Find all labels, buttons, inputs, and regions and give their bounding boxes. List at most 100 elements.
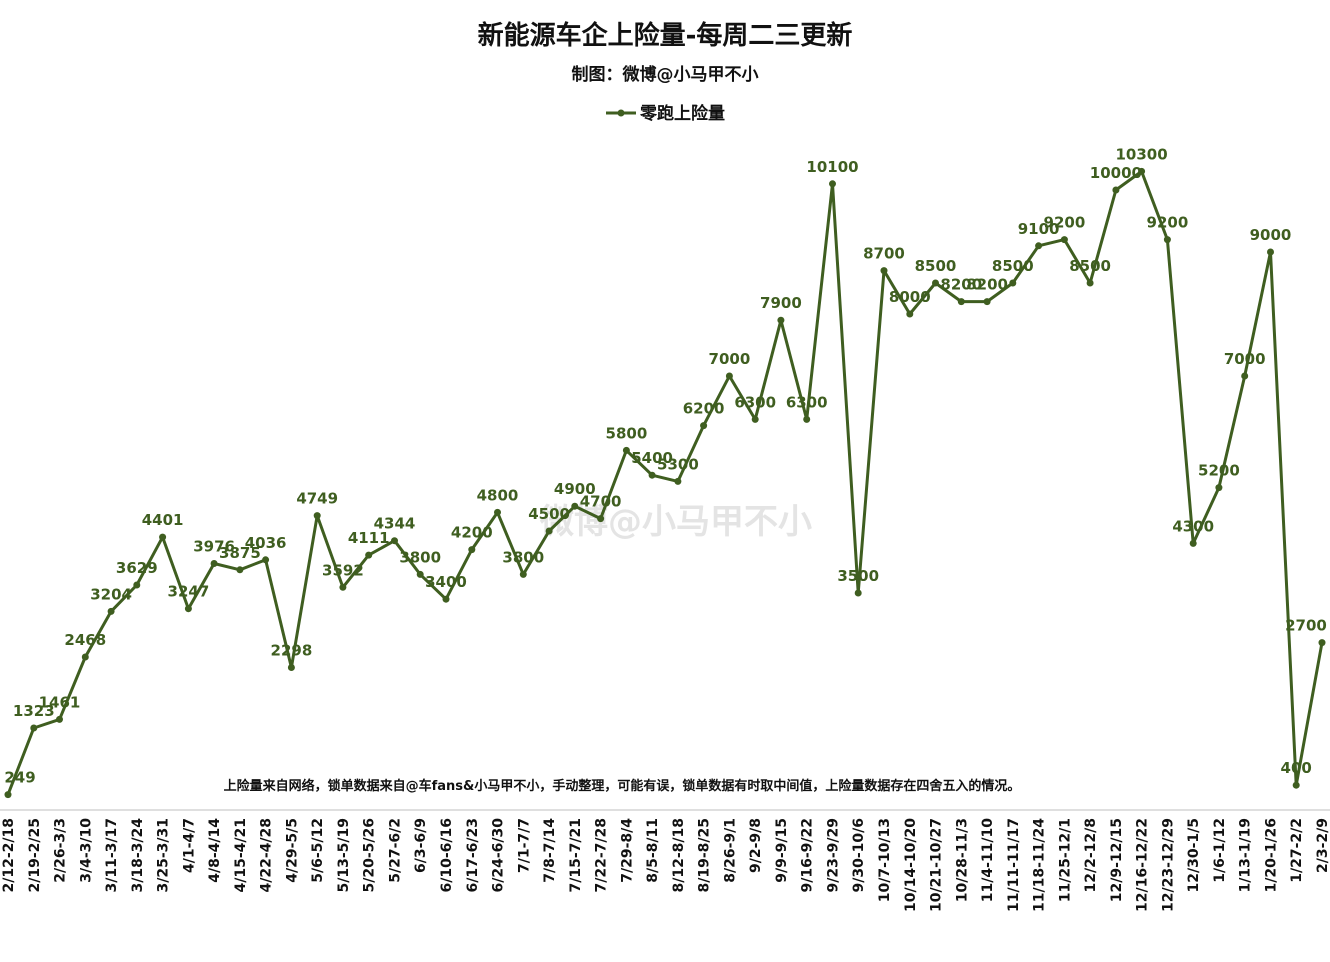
data-point bbox=[416, 570, 424, 578]
data-label: 2298 bbox=[271, 642, 313, 660]
x-tick-label: 8/5-8/11 bbox=[645, 818, 661, 883]
x-tick-label: 8/12-8/18 bbox=[671, 818, 687, 892]
x-tick-label: 12/2-12/8 bbox=[1083, 818, 1099, 892]
data-label: 6300 bbox=[734, 393, 776, 411]
data-label: 3629 bbox=[116, 559, 158, 577]
data-label: 3800 bbox=[502, 548, 544, 566]
data-label: 10300 bbox=[1116, 145, 1168, 163]
data-label: 9200 bbox=[1147, 214, 1189, 232]
x-tick-label: 12/16-12/22 bbox=[1135, 818, 1151, 912]
data-label: 8200 bbox=[940, 276, 982, 294]
data-point bbox=[287, 664, 295, 671]
data-label: 8500 bbox=[992, 257, 1034, 275]
x-tick-label: 9/16-9/22 bbox=[800, 818, 816, 892]
data-label: 8500 bbox=[915, 257, 957, 275]
data-point bbox=[262, 556, 270, 564]
data-label: 4300 bbox=[1172, 517, 1214, 535]
x-tick-label: 8/19-8/25 bbox=[697, 818, 713, 892]
data-label: 10000 bbox=[1090, 164, 1142, 182]
x-tick-label: 6/10-6/16 bbox=[439, 818, 455, 892]
x-tick-label: 4/1-4/7 bbox=[181, 818, 197, 873]
data-label: 4200 bbox=[451, 524, 493, 542]
data-label: 3204 bbox=[90, 585, 132, 603]
data-label: 8700 bbox=[863, 245, 905, 263]
x-tick-label: 7/22-7/28 bbox=[594, 818, 610, 892]
x-tick-label: 10/7-10/13 bbox=[877, 818, 893, 902]
data-label: 4111 bbox=[348, 529, 390, 547]
x-tick-label: 3/25-3/31 bbox=[156, 818, 172, 892]
x-tick-label: 7/29-8/4 bbox=[619, 818, 635, 883]
data-point bbox=[1086, 279, 1094, 287]
data-point bbox=[365, 551, 373, 559]
data-point bbox=[1138, 167, 1146, 175]
data-point bbox=[880, 267, 888, 275]
data-point bbox=[468, 546, 476, 554]
data-point bbox=[700, 422, 708, 430]
data-label: 1323 bbox=[13, 702, 55, 720]
x-tick-label: 4/15-4/21 bbox=[233, 818, 249, 892]
x-tick-label: 2/19-2/25 bbox=[27, 818, 43, 892]
legend-label: 零跑上险量 bbox=[639, 103, 725, 124]
data-point bbox=[1112, 186, 1120, 194]
data-label: 8200 bbox=[966, 276, 1008, 294]
x-tick-label: 1/13-1/19 bbox=[1238, 818, 1254, 892]
data-label: 6200 bbox=[683, 400, 725, 418]
x-tick-label: 7/15-7/21 bbox=[568, 818, 584, 892]
x-tick-label: 2/3-2/9 bbox=[1315, 818, 1330, 873]
x-tick-label: 1/27-2/2 bbox=[1289, 818, 1305, 883]
x-tick-label: 1/20-1/26 bbox=[1264, 818, 1280, 892]
data-point bbox=[597, 515, 605, 523]
x-tick-label: 9/2-9/8 bbox=[748, 818, 764, 873]
data-point bbox=[1292, 781, 1300, 789]
data-point bbox=[519, 570, 527, 578]
data-point bbox=[777, 316, 785, 324]
data-label: 4344 bbox=[374, 515, 416, 533]
x-tick-label: 10/14-10/20 bbox=[903, 818, 919, 912]
data-label: 3800 bbox=[399, 548, 441, 566]
data-label: 4500 bbox=[528, 505, 570, 523]
data-point bbox=[1163, 236, 1171, 244]
data-point bbox=[545, 527, 553, 535]
data-label: 5400 bbox=[631, 449, 673, 467]
x-tick-label: 3/4-3/10 bbox=[78, 818, 94, 883]
data-point bbox=[622, 446, 630, 454]
x-tick-label: 11/25-12/1 bbox=[1057, 818, 1073, 902]
data-label: 5300 bbox=[657, 455, 699, 473]
data-point bbox=[494, 508, 501, 516]
data-label: 4900 bbox=[554, 480, 596, 498]
data-label: 3875 bbox=[219, 544, 261, 562]
data-point bbox=[30, 724, 38, 732]
data-label: 3247 bbox=[168, 583, 210, 601]
x-tick-label: 12/9-12/15 bbox=[1109, 818, 1125, 902]
x-tick-label: 5/27-6/2 bbox=[388, 818, 404, 883]
data-point bbox=[906, 310, 914, 318]
x-tick-label: 3/18-3/24 bbox=[130, 818, 146, 893]
data-label: 2700 bbox=[1285, 617, 1327, 635]
x-tick-label: 7/1-7/7 bbox=[516, 818, 532, 873]
data-label: 4749 bbox=[296, 490, 338, 508]
data-label: 8000 bbox=[889, 288, 931, 306]
data-point bbox=[725, 372, 733, 380]
x-tick-label: 5/20-5/26 bbox=[362, 818, 378, 892]
data-label: 3592 bbox=[322, 561, 364, 579]
data-point bbox=[1215, 484, 1223, 492]
data-point bbox=[107, 607, 115, 615]
data-label: 400 bbox=[1281, 759, 1312, 777]
series-line-group bbox=[4, 167, 1326, 799]
data-point bbox=[803, 415, 811, 423]
data-labels: 2491323146124683204362944013247397638754… bbox=[4, 145, 1327, 786]
x-tick-label: 10/28-11/3 bbox=[954, 818, 970, 902]
data-point bbox=[751, 415, 759, 423]
data-point bbox=[674, 477, 682, 485]
data-point bbox=[854, 589, 862, 597]
x-tick-label: 4/8-4/14 bbox=[207, 818, 223, 883]
data-label: 2468 bbox=[64, 631, 106, 649]
data-point bbox=[1267, 248, 1274, 256]
x-tick-label: 12/30-1/5 bbox=[1186, 818, 1202, 892]
chart-title: 新能源车企上险量-每周二三更新 bbox=[478, 20, 853, 51]
x-tick-label: 7/8-7/14 bbox=[542, 818, 558, 883]
x-tick-label: 9/23-9/29 bbox=[826, 818, 842, 892]
x-tick-label: 1/6-1/12 bbox=[1212, 818, 1228, 883]
data-point bbox=[1009, 279, 1017, 287]
data-point bbox=[829, 180, 836, 188]
